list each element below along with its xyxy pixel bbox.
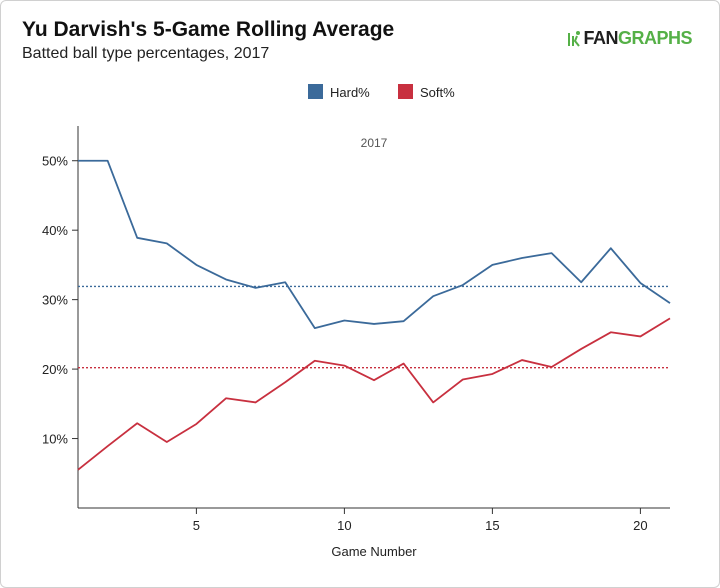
logo-text-graphs: GRAPHS — [617, 28, 693, 48]
x-tick-label: 20 — [633, 518, 647, 533]
legend-label-hard: Hard% — [330, 85, 370, 100]
axes: 10% 20% 30% 40% 50% 5 10 15 20 — [42, 126, 670, 533]
legend-swatch-soft — [398, 84, 413, 99]
legend-label-soft: Soft% — [420, 85, 455, 100]
y-tick-label: 20% — [42, 362, 68, 377]
series-lines — [77, 159, 671, 471]
facet-label: 2017 — [361, 136, 388, 150]
legend: Hard% Soft% — [308, 84, 455, 100]
average-lines — [78, 285, 670, 369]
y-tick-label: 50% — [42, 154, 68, 169]
fangraphs-logo: FAN GRAPHS — [567, 28, 693, 49]
runner-icon — [568, 30, 581, 47]
logo-text-fan: FAN — [583, 28, 618, 48]
chart-subtitle: Batted ball type percentages, 2017 — [22, 45, 270, 62]
legend-swatch-hard — [308, 84, 323, 99]
y-tick-label: 30% — [42, 293, 68, 308]
x-tick-label: 5 — [193, 518, 200, 533]
series-line-soft — [77, 317, 671, 471]
chart-title: Yu Darvish's 5-Game Rolling Average — [22, 18, 395, 41]
series-line-hard — [78, 159, 671, 330]
y-tick-label: 10% — [42, 432, 68, 447]
x-axis-title: Game Number — [331, 544, 417, 559]
x-tick-label: 15 — [485, 518, 499, 533]
x-tick-label: 10 — [337, 518, 351, 533]
y-tick-label: 40% — [42, 223, 68, 238]
